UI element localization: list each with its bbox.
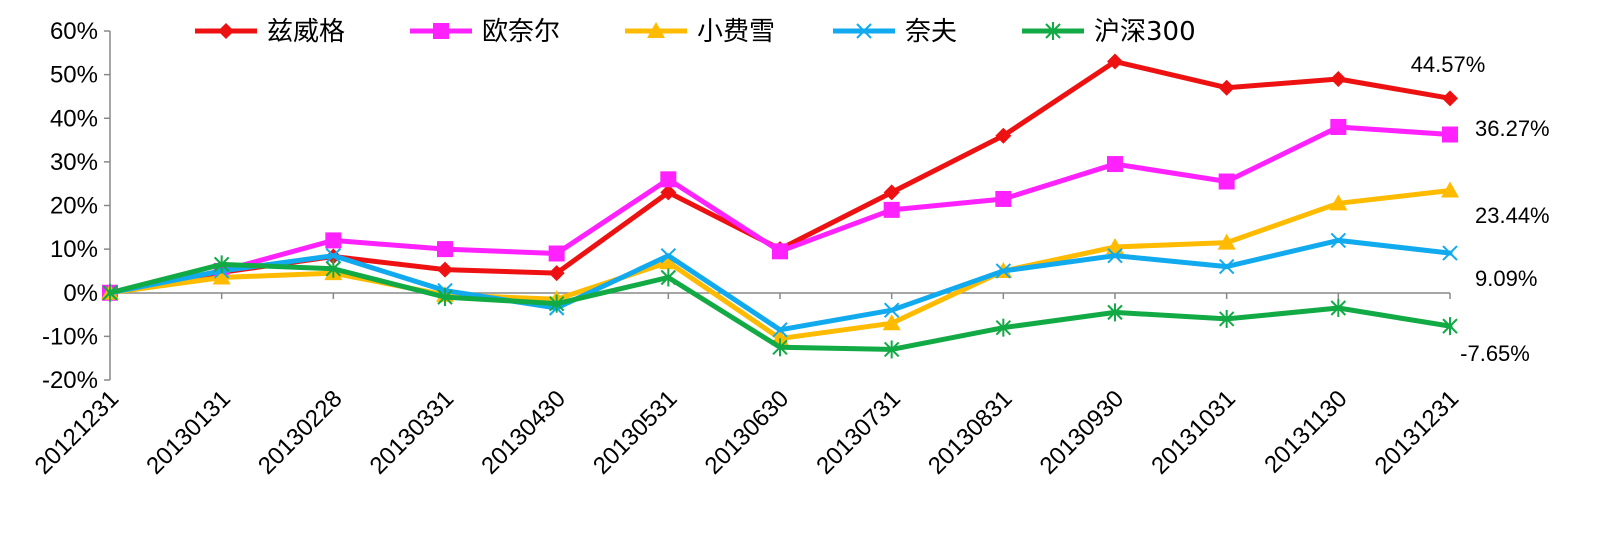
series-4 [102, 255, 1458, 359]
legend-label: 兹威格 [267, 17, 345, 47]
data-point [1218, 173, 1235, 190]
data-point [437, 288, 453, 307]
end-label: 23.44% [1475, 203, 1550, 228]
data-point [548, 265, 565, 282]
data-point [1107, 53, 1123, 70]
y-tick-label: 0% [63, 280, 98, 307]
data-point [882, 314, 901, 331]
data-point [1107, 303, 1123, 322]
y-tick-label: 40% [50, 105, 98, 132]
y-tick-label: 30% [50, 149, 98, 176]
legend-item: 小费雪 [625, 17, 775, 47]
y-tick-label: 50% [50, 62, 98, 89]
x-tick-label: 20131231 [1370, 385, 1465, 480]
legend-marker [856, 23, 872, 39]
data-point [772, 322, 788, 338]
data-point [213, 255, 230, 274]
data-point [548, 245, 565, 262]
data-point [883, 184, 900, 201]
end-labels: 44.57% 36.27% 23.44% 9.09% -7.65% [1411, 52, 1550, 366]
data-point [1218, 79, 1235, 96]
data-point [995, 190, 1012, 207]
data-point [660, 268, 677, 287]
data-point [548, 294, 565, 313]
data-point [1330, 118, 1347, 135]
data-point [1442, 245, 1458, 261]
x-tick-label: 20121231 [30, 385, 125, 480]
data-point [102, 283, 118, 302]
legend-marker [433, 23, 449, 39]
x-tick-label: 20130331 [365, 385, 460, 480]
y-tick-label: 20% [50, 193, 98, 220]
legend-marker [1045, 22, 1061, 40]
legend-item: 兹威格 [195, 17, 345, 47]
data-point [995, 127, 1012, 144]
data-point [1217, 233, 1236, 250]
data-point [437, 261, 453, 278]
data-point [325, 247, 342, 264]
legend-label: 沪深300 [1094, 17, 1196, 47]
legend-item: 奈夫 [833, 17, 957, 47]
data-point [1442, 126, 1458, 143]
legend-marker [647, 22, 665, 38]
x-tick-label: 20130531 [588, 385, 683, 480]
data-point [995, 263, 1012, 279]
series-2 [101, 181, 1459, 346]
data-point [1329, 194, 1348, 211]
data-point [1442, 90, 1458, 107]
legend-item: 沪深300 [1022, 17, 1196, 47]
data-point [325, 232, 342, 249]
data-point [1218, 258, 1235, 275]
data-point [1330, 232, 1347, 249]
data-point [660, 247, 677, 264]
x-tick-label: 20130731 [811, 385, 906, 480]
data-point [995, 318, 1012, 337]
data-point [1441, 181, 1459, 198]
series-layer [101, 53, 1459, 359]
legend-label: 奈夫 [905, 17, 957, 47]
data-point [659, 253, 678, 270]
data-point [1442, 317, 1458, 336]
data-point [883, 201, 900, 218]
data-point [883, 340, 900, 359]
data-point [1218, 309, 1235, 328]
x-tick-label: 20130630 [700, 385, 795, 480]
y-tick-label: -20% [42, 367, 98, 394]
x-tick-label: 20131130 [1259, 385, 1352, 478]
data-point [660, 171, 677, 188]
data-point [883, 302, 900, 318]
data-point [1107, 247, 1123, 264]
data-point [660, 184, 677, 201]
data-point [437, 241, 453, 258]
data-point [772, 338, 788, 357]
end-label: -7.65% [1460, 341, 1530, 366]
end-label: 36.27% [1475, 116, 1550, 141]
data-point [212, 268, 231, 285]
data-point [1107, 156, 1123, 173]
x-tick-label: 20130131 [141, 385, 236, 480]
data-point [1330, 299, 1347, 318]
legend-item: 欧奈尔 [410, 17, 560, 47]
legend: 兹威格 欧奈尔 小费雪 奈夫 沪深300 [195, 17, 1196, 47]
series-0 [102, 53, 1458, 301]
x-tick-label: 20130831 [923, 385, 1018, 480]
legend-marker [218, 23, 234, 39]
data-point [325, 259, 342, 278]
legend-label: 欧奈尔 [482, 17, 560, 47]
y-tick-label: 60% [50, 18, 98, 45]
data-point [772, 243, 788, 260]
x-tick-label: 20130228 [253, 385, 348, 480]
end-label: 44.57% [1411, 52, 1486, 77]
legend-label: 小费雪 [697, 17, 775, 47]
y-tick-label: 10% [50, 236, 98, 263]
x-tick-label: 20131031 [1146, 385, 1241, 480]
data-point [1330, 70, 1347, 87]
y-tick-label: -10% [42, 323, 98, 350]
x-tick-label: 20130430 [476, 385, 571, 480]
x-tick-label: 20130930 [1035, 385, 1130, 480]
end-label: 9.09% [1475, 266, 1537, 291]
